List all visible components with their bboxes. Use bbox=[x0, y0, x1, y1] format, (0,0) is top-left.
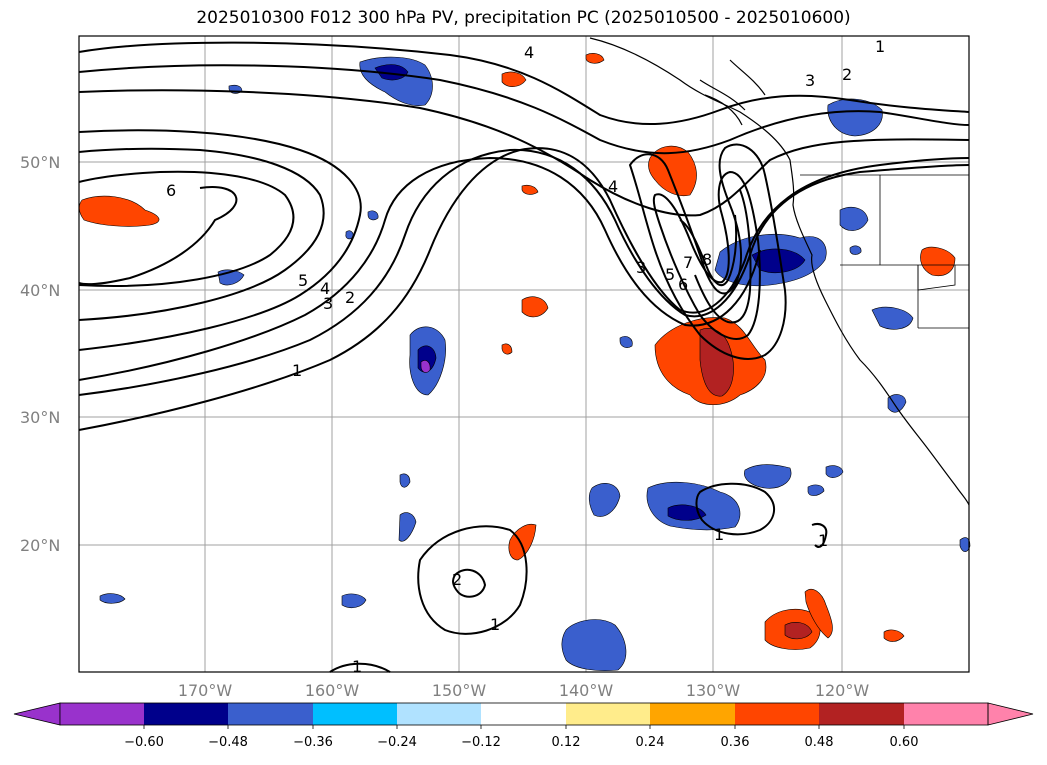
contour-label-3: 3 bbox=[805, 71, 815, 90]
lat-label-30n: 30°N bbox=[20, 408, 60, 427]
precip-shading bbox=[78, 53, 971, 671]
contour-label-2: 2 bbox=[842, 65, 852, 84]
colorbar-bin-9 bbox=[735, 703, 819, 725]
colorbar-bin-3 bbox=[228, 703, 313, 725]
map-area bbox=[79, 36, 969, 672]
contour-label-4: 4 bbox=[608, 177, 618, 196]
colorbar-tick-2: −0.48 bbox=[208, 735, 248, 750]
contour-label-6: 6 bbox=[678, 275, 688, 294]
colorbar-tick-9: 0.48 bbox=[805, 735, 834, 750]
colorbar: −0.60 −0.48 −0.36 −0.24 −0.12 0.12 0.24 … bbox=[13, 702, 1034, 750]
contour-label-1: 1 bbox=[714, 525, 724, 544]
colorbar-extend-min bbox=[13, 702, 61, 726]
colorbar-bin-7 bbox=[566, 703, 650, 725]
lat-label-50n: 50°N bbox=[20, 153, 60, 172]
contour-label-4: 4 bbox=[320, 279, 330, 298]
colorbar-tick-8: 0.36 bbox=[721, 735, 750, 750]
contour-label-2: 2 bbox=[452, 570, 462, 589]
pv-contours bbox=[78, 41, 970, 673]
lat-labels: 50°N 40°N 30°N 20°N bbox=[20, 153, 60, 555]
contour-pv-vortex bbox=[628, 143, 787, 360]
colorbar-tick-3: −0.36 bbox=[293, 735, 333, 750]
contour-label-3: 3 bbox=[636, 258, 646, 277]
colorbar-bin-1 bbox=[60, 703, 144, 725]
lon-label-120w: 120°W bbox=[815, 681, 870, 700]
colorbar-bin-10 bbox=[819, 703, 904, 725]
contour-label-2: 2 bbox=[345, 288, 355, 307]
lon-labels: 170°W 160°W 150°W 140°W 130°W 120°W bbox=[178, 681, 870, 700]
colorbar-bin-11 bbox=[904, 703, 988, 725]
colorbar-tick-7: 0.24 bbox=[636, 735, 665, 750]
colorbar-extend-max bbox=[987, 702, 1034, 726]
contour-label-1: 1 bbox=[875, 37, 885, 56]
coastline bbox=[589, 37, 970, 506]
contour-label-8: 8 bbox=[702, 250, 712, 269]
colorbar-tick-4: −0.24 bbox=[377, 735, 417, 750]
contour-labels: 4 3 2 1 6 5 4 3 2 1 4 3 5 6 7 8 1 1 2 1 … bbox=[166, 37, 885, 676]
lon-label-150w: 150°W bbox=[432, 681, 487, 700]
lat-label-40n: 40°N bbox=[20, 281, 60, 300]
colorbar-frame bbox=[59, 702, 989, 726]
colorbar-tick-1: −0.60 bbox=[124, 735, 164, 750]
contour-pv-1-south bbox=[417, 525, 528, 635]
colorbar-tick-5: −0.12 bbox=[461, 735, 501, 750]
colorbar-tick-6: 0.12 bbox=[552, 735, 581, 750]
contour-label-1: 1 bbox=[292, 361, 302, 380]
lon-label-170w: 170°W bbox=[178, 681, 233, 700]
map-frame bbox=[78, 35, 970, 673]
borders bbox=[800, 174, 969, 329]
contour-label-3: 3 bbox=[323, 294, 333, 313]
contour-label-1: 1 bbox=[352, 657, 362, 676]
colorbar-bin-5 bbox=[397, 703, 481, 725]
map-title: 2025010300 F012 300 hPa PV, precipitatio… bbox=[196, 8, 851, 28]
colorbar-bin-6 bbox=[481, 703, 566, 725]
colorbar-bin-8 bbox=[650, 703, 735, 725]
lon-label-160w: 160°W bbox=[305, 681, 360, 700]
contour-label-4: 4 bbox=[524, 43, 534, 62]
contour-pv-1-north bbox=[78, 41, 970, 126]
contour-label-1: 1 bbox=[490, 615, 500, 634]
contour-label-1: 1 bbox=[818, 531, 828, 550]
contour-label-6: 6 bbox=[166, 181, 176, 200]
colorbar-bin-4 bbox=[313, 703, 397, 725]
contour-label-5: 5 bbox=[665, 265, 675, 284]
lon-label-130w: 130°W bbox=[686, 681, 741, 700]
contour-label-7: 7 bbox=[683, 253, 693, 272]
contour-label-5: 5 bbox=[298, 271, 308, 290]
lon-label-140w: 140°W bbox=[559, 681, 614, 700]
colorbar-bin-2 bbox=[144, 703, 228, 725]
contour-pv-1 bbox=[78, 147, 970, 431]
colorbar-tick-10: 0.60 bbox=[890, 735, 919, 750]
lat-label-20n: 20°N bbox=[20, 536, 60, 555]
